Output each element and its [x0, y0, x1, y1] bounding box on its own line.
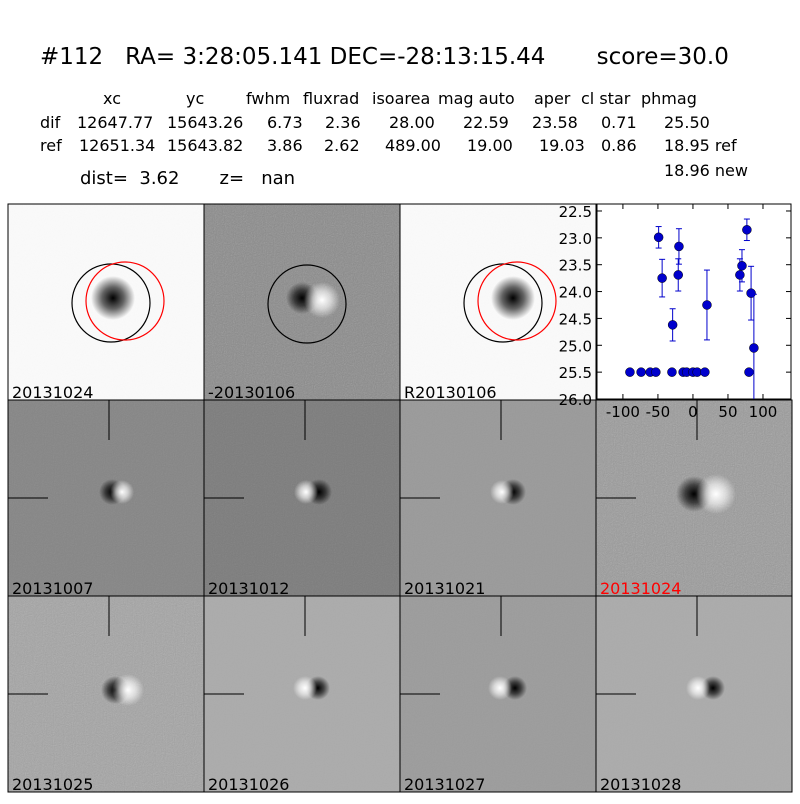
column-header: isoarea: [372, 89, 430, 108]
data-point: [746, 288, 756, 298]
y-tick-label: 25.5: [559, 364, 592, 382]
cell: 19.03: [539, 136, 585, 155]
data-point: [657, 273, 667, 283]
data-point: [737, 261, 747, 271]
panel-label: -20130106: [208, 383, 295, 402]
column-header: fwhm: [246, 89, 290, 108]
column-header: phmag: [641, 89, 697, 108]
cell: 489.00: [385, 136, 441, 155]
column-header: aper: [534, 89, 571, 108]
cell: 15643.82: [167, 136, 243, 155]
source-blob: [304, 282, 340, 318]
data-point: [749, 343, 759, 353]
cell: 2.62: [324, 136, 360, 155]
phmag-new: 18.96 new: [664, 161, 748, 180]
panel-label: 20131024: [600, 579, 681, 598]
plot: [625, 218, 759, 399]
data-point: [636, 367, 646, 377]
data-point: [651, 367, 661, 377]
cell: 25.50: [664, 113, 710, 132]
data-point: [700, 367, 710, 377]
data-point: [625, 367, 635, 377]
panel-label: 20131012: [208, 579, 289, 598]
row-label: ref: [40, 136, 62, 155]
aperture-circle: [85, 261, 165, 341]
y-tick-label: 26.0: [559, 391, 592, 409]
plot-area: [596, 203, 792, 400]
data-point: [667, 320, 678, 330]
x-tick-label: 50: [718, 403, 737, 421]
source-blob: [491, 276, 535, 320]
panel-label: 20131007: [12, 579, 93, 598]
data-point: [702, 300, 712, 310]
source-blob: [490, 480, 514, 504]
cell: 22.59: [463, 113, 509, 132]
column-header: fluxrad: [303, 89, 359, 108]
data-point: [667, 367, 677, 377]
panel-label: 20131026: [208, 775, 289, 794]
panel-label: 20131021: [404, 579, 485, 598]
source-blob: [112, 674, 144, 706]
info: dist= 3.62 z= nan: [80, 168, 295, 189]
column-header: mag auto: [438, 89, 515, 108]
x-tick-label: 100: [749, 403, 778, 421]
cell: 18.95 ref: [664, 136, 737, 155]
panel-label: 20131028: [600, 775, 681, 794]
y-tick-label: 23.0: [559, 230, 592, 248]
cell: 6.73: [267, 113, 303, 132]
cell: 0.86: [601, 136, 637, 155]
cell: 23.58: [532, 113, 578, 132]
aperture-circle: [267, 264, 347, 344]
column-header: cl star: [581, 89, 631, 108]
x-tick-label: -100: [606, 403, 640, 421]
data-point: [653, 232, 664, 243]
title: #112 RA= 3:28:05.141 DEC=-28:13:15.44 sc…: [40, 44, 729, 70]
cell: 3.86: [267, 136, 303, 155]
cell: 12651.34: [79, 136, 155, 155]
row-label: dif: [40, 113, 61, 132]
panel-label: 20131027: [404, 775, 485, 794]
source-blob: [110, 480, 134, 504]
source-blob: [91, 276, 135, 320]
data-point: [673, 270, 683, 280]
y-tick-label: 22.5: [559, 203, 592, 221]
data-point: [674, 241, 684, 252]
x-tick-label: 0: [688, 403, 698, 421]
source-blob: [686, 676, 710, 700]
x-tick-label: -50: [646, 403, 671, 421]
y-tick-label: 23.5: [559, 257, 592, 275]
source-blob: [294, 480, 318, 504]
y-tick-label: 24.5: [559, 310, 592, 328]
y-tick-label: 25.0: [559, 337, 592, 355]
panel-label: 20131025: [12, 775, 93, 794]
panel-label: R20130106: [404, 383, 497, 402]
panel-border: [595, 595, 793, 793]
cell: 28.00: [389, 113, 435, 132]
source-blob: [293, 676, 317, 700]
cell: 12647.77: [77, 113, 153, 132]
data-point: [744, 367, 754, 377]
source-blob: [488, 676, 512, 700]
data-point: [735, 270, 745, 280]
aperture-circle: [477, 261, 557, 341]
column-header: xc: [103, 89, 121, 108]
column-header: yc: [186, 89, 204, 108]
data-point: [742, 225, 752, 235]
cell: 19.00: [467, 136, 513, 155]
panel-label: 20131024: [12, 383, 93, 402]
cell: 2.36: [325, 113, 361, 132]
cell: 15643.26: [167, 113, 243, 132]
cell: 0.71: [601, 113, 637, 132]
y-tick-label: 24.0: [559, 284, 592, 302]
source-blob: [696, 474, 736, 514]
